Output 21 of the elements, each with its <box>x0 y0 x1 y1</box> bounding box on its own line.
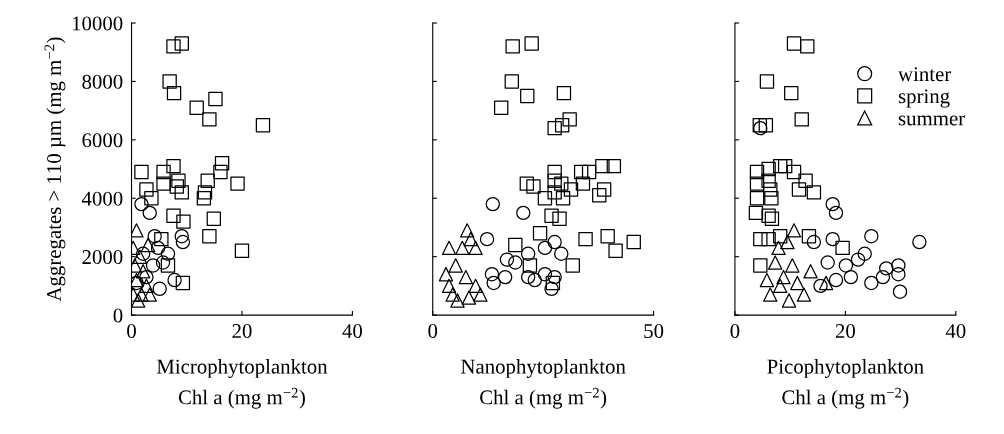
x-tick-label: 0 <box>428 324 438 339</box>
x-tick-label: 50 <box>644 324 664 339</box>
legend-label: winter <box>898 67 952 82</box>
legend-label: spring <box>898 89 950 108</box>
x-tick-label: 40 <box>945 324 966 339</box>
y-tick-label: 10000 <box>72 16 123 31</box>
y-tick-label: 8000 <box>82 74 123 89</box>
y-tick-label: 2000 <box>82 250 123 265</box>
x-tick-label: 40 <box>342 324 363 339</box>
y-tick-label: 0 <box>113 308 123 323</box>
x-axis-title: Nanophytoplankton Chl a (mg m$^{−2}$) <box>461 358 626 409</box>
y-axis-title: Aggregates > 110 µm (mg m$^{−2}$) <box>44 37 66 302</box>
x-tick-label: 0 <box>127 324 136 339</box>
x-axis-title: Microphytoplankton Chl a (mg m$^{−2}$) <box>156 358 328 409</box>
y-tick-label: 6000 <box>82 133 123 148</box>
legend-label: summer <box>898 115 965 126</box>
x-tick-label: 20 <box>835 324 855 339</box>
x-tick-label: 0 <box>730 324 740 339</box>
x-tick-label: 20 <box>232 324 252 339</box>
x-axis-title: Picophytoplankton Chl a (mg m$^{−2}$) <box>767 358 924 409</box>
y-tick-label: 4000 <box>81 191 123 206</box>
